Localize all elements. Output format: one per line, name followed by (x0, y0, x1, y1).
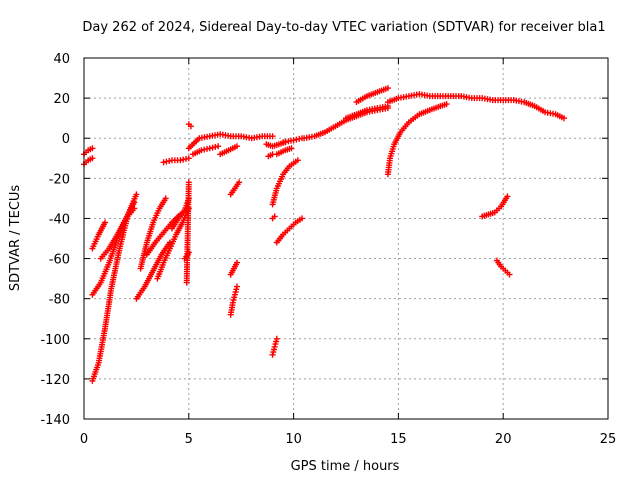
data-point (294, 157, 301, 164)
data-point (273, 335, 280, 342)
data-point (102, 219, 108, 226)
data-point (187, 123, 194, 130)
x-tick-label: 5 (185, 432, 193, 447)
y-tick-label: -40 (49, 212, 70, 227)
series-arc-6 (97, 205, 138, 262)
y-tick-label: -60 (49, 253, 70, 268)
x-tick-label: 15 (390, 432, 407, 447)
data-point (234, 259, 240, 266)
data-point (236, 179, 243, 186)
series-arc-31 (353, 85, 391, 106)
series-arc-12 (160, 155, 192, 166)
series-arc-14 (183, 179, 192, 286)
data-point (443, 101, 450, 108)
data-point (234, 143, 240, 150)
series-arc-15 (185, 121, 194, 130)
tick-labels: 0 5 10 15 20 25 -140 -120 -100 -80 -60 -40 -20 0 20 40 (40, 52, 616, 447)
series-arc-27 (269, 335, 280, 358)
series-arc-33 (384, 91, 567, 122)
series-arc-24 (269, 157, 301, 208)
data-point (234, 283, 240, 290)
data-point (185, 155, 192, 162)
series-arc-34 (479, 193, 511, 220)
series-arc-32 (384, 101, 450, 178)
data-point (131, 205, 138, 212)
x-tick-label: 0 (80, 432, 88, 447)
series-arc-7 (133, 239, 173, 302)
data-point (89, 155, 96, 162)
y-tick-label: 40 (53, 52, 70, 67)
series-arc-11 (169, 195, 192, 232)
data-point (185, 179, 192, 186)
data-points (81, 85, 567, 384)
series-arc-3 (89, 191, 140, 384)
series-arc-30 (343, 103, 391, 122)
data-point (89, 145, 96, 152)
y-tick-label: -80 (49, 293, 70, 308)
series-arc-25 (269, 213, 278, 222)
series-arc-20 (227, 259, 240, 278)
series-arc-26 (273, 215, 305, 246)
series-arc-35 (493, 257, 513, 278)
series-arc-18 (217, 143, 240, 158)
x-tick-label: 25 (600, 432, 617, 447)
data-point (561, 115, 567, 122)
x-axis-label: GPS time / hours (291, 459, 400, 474)
y-tick-label: 0 (62, 132, 70, 147)
chart-title: Day 262 of 2024, Sidereal Day-to-day VTE… (82, 20, 605, 35)
y-tick-label: -20 (49, 172, 70, 187)
x-tick-label: 20 (495, 432, 512, 447)
data-point (133, 191, 140, 198)
data-point (269, 133, 276, 140)
data-point (271, 213, 278, 220)
data-point (299, 215, 305, 222)
series-arc-5 (89, 219, 108, 252)
data-point (180, 156, 187, 163)
series-arc-23 (265, 145, 295, 160)
y-tick-label: -120 (40, 373, 70, 388)
data-point (384, 85, 391, 92)
data-point (215, 143, 222, 150)
y-tick-label: -140 (40, 413, 70, 428)
y-tick-label: 20 (53, 92, 70, 107)
x-tick-label: 10 (285, 432, 302, 447)
data-point (293, 136, 300, 143)
data-point (131, 199, 138, 206)
y-axis-label: SDTVAR / TECUs (8, 185, 23, 292)
data-point (504, 193, 511, 200)
y-tick-label: -100 (40, 333, 70, 348)
data-point (201, 146, 208, 153)
series-arc-16 (185, 131, 276, 152)
data-point (288, 145, 295, 152)
series-arc-19 (227, 179, 243, 198)
data-point (506, 271, 513, 278)
grid-lines (84, 58, 608, 419)
data-point (162, 195, 169, 202)
series-arc-17 (190, 143, 222, 158)
plot-border (83, 57, 609, 420)
series-arc-21 (227, 283, 240, 318)
